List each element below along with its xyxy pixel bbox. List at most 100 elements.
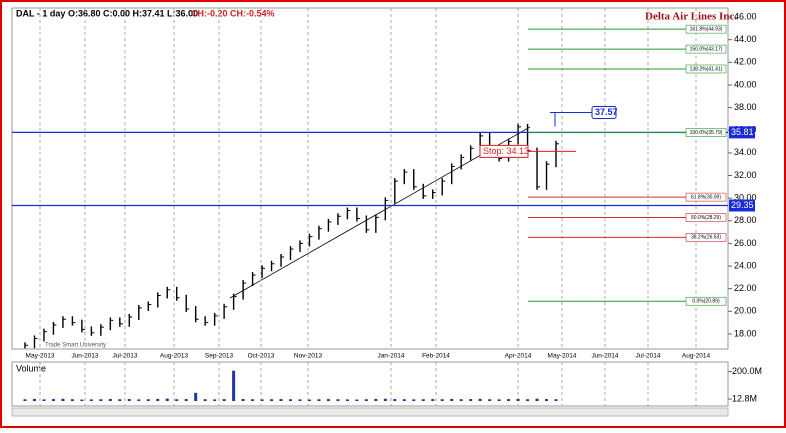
volume-bar [412,399,416,401]
fib-tag [685,233,727,242]
fib-label: 138.2%(41.41) [690,66,723,72]
volume-bar [545,399,549,401]
volume-bar [516,398,520,401]
x-tick-label: Oct-2013 [248,353,275,360]
fib-tag [685,192,727,202]
volume-bar [118,399,122,401]
volume-bar [165,398,169,401]
x-tick-label: May-2014 [548,353,577,360]
volume-bar [137,399,141,401]
volume-bar [317,399,321,401]
volume-bar [554,399,558,401]
volume-bar [23,399,27,401]
volume-bar [289,399,292,401]
change: CH:-0.20 CH:-0.54% [191,8,275,18]
quote: O:36.80 C:0.00 H:37.41 L:36.00 [68,8,198,18]
volume-bar [127,399,131,401]
volume-bar [89,399,93,401]
volume-pane [11,361,729,407]
volume-bar [61,398,65,401]
level-label: 35.81 [731,127,754,137]
volume-bar [222,399,226,401]
volume-bar [450,398,454,401]
volume-bar [260,399,264,401]
volume-bar [421,399,425,401]
fib-label: 161.8%(44.93) [690,26,723,32]
volume-bar [307,399,311,401]
y-tick-label: 28.00 [734,215,757,225]
volume-bar [469,399,473,401]
x-tick-label: Jan-2014 [377,353,404,360]
y-tick-label: 22.00 [734,283,757,293]
volume-bar [431,399,435,401]
volume-bar [507,399,511,401]
fib-tag [685,44,727,54]
volume-bar [108,398,112,401]
volume-bar [526,399,530,401]
volume-tick-label: 200.0M [732,366,762,376]
stop-label: Stop: 34.13 [483,146,529,156]
fib-tag [685,213,727,222]
volume-bar [364,399,368,401]
y-tick-label: 32.00 [734,170,757,180]
x-tick-label: Jul-2013 [113,353,138,360]
y-tick-label: 24.00 [734,260,757,270]
target-label: 37.57 [595,107,618,117]
y-tick-label: 20.00 [734,306,757,316]
volume-bar [99,399,103,401]
fib-label: 61.8%(30.09) [691,194,721,200]
volume-bar [497,399,501,401]
y-tick-label: 30.00 [734,193,757,203]
x-tick-label: Jul-2014 [636,353,661,360]
volume-bar [156,398,160,401]
fib-tag [685,24,727,34]
volume-bar [374,398,378,401]
volume-bar [279,399,283,401]
volume-bar [535,398,539,401]
volume-bar [184,399,188,401]
y-tick-label: 18.00 [734,328,757,338]
volume-bar [270,399,274,401]
x-tick-label: Aug-2013 [160,353,189,360]
fib-label: 38.2%(26.53) [691,235,721,241]
volume-bar [232,370,236,401]
fib-label: 50.0%(28.29) [691,215,721,221]
fib-tag [685,64,727,74]
scrollbar[interactable] [11,407,729,417]
level-tag [729,126,755,139]
x-tick-label: May-2013 [26,353,55,360]
target-tag [591,105,617,119]
volume-bar [298,399,302,401]
fib-label: 150.0%(43.17) [690,46,723,52]
volume-bar [194,392,198,401]
volume-bar [326,399,330,401]
price-pane [11,7,729,350]
volume-bar [42,399,46,401]
volume-bar [355,399,359,401]
volume-bar [241,398,245,401]
volume-bar [175,399,179,401]
symbol: DAL - 1 day [16,8,65,18]
level-tag [729,199,755,212]
volume-bar [440,399,444,401]
volume-bar [80,399,84,401]
y-tick-label: 42.00 [734,57,757,67]
fib-label: 0.0%(20.89) [692,299,720,305]
volume-bar [393,399,397,401]
volume-bar [478,398,482,401]
volume-bar [251,399,255,401]
volume-bar [345,399,349,401]
stop-tag [479,144,529,158]
x-tick-label: Sep-2013 [205,353,234,360]
fib-tag [685,128,727,137]
fib-tag [685,296,727,306]
y-tick-label: 46.00 [734,11,757,21]
x-tick-label: Nov-2013 [294,353,323,360]
watermark: Trade Smart University [45,343,106,349]
volume-label: Volume [16,363,46,373]
y-tick-label: 40.00 [734,79,757,89]
x-tick-label: Jun-2014 [591,353,618,360]
